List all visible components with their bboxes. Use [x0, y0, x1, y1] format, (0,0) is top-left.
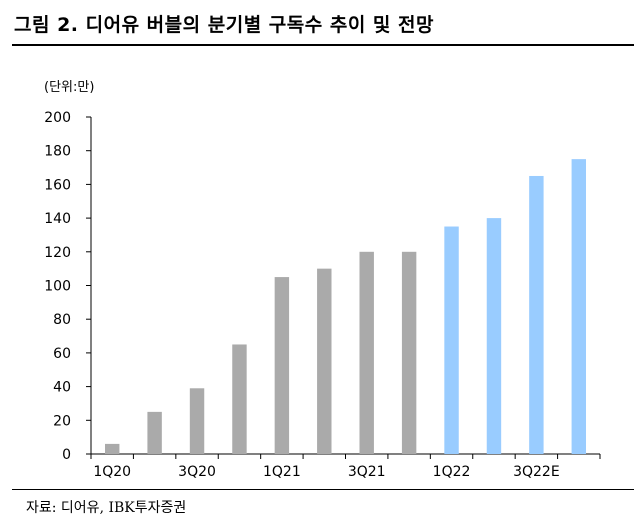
- y-tick-label: 0: [62, 447, 71, 463]
- x-tick-label: 1Q22: [433, 464, 471, 480]
- y-tick-label: 100: [44, 279, 71, 295]
- bottom-rule: [12, 489, 634, 490]
- unit-label: (단위:만): [44, 80, 95, 95]
- y-tick-label: 160: [44, 177, 71, 193]
- x-tick-label: 1Q21: [263, 464, 301, 480]
- y-tick-label: 20: [53, 413, 71, 429]
- x-tick-label: 1Q20: [93, 464, 131, 480]
- bar-3Q20: [189, 388, 205, 454]
- bar-3Q21: [359, 251, 374, 454]
- source-note: 자료: 디어유, IBK투자증권: [26, 500, 187, 516]
- x-tick-label: 3Q22E: [513, 464, 560, 480]
- y-tick-label: 180: [44, 144, 71, 160]
- x-axis: 1Q20 3Q20 1Q21 3Q21 1Q22 3Q22E: [90, 453, 601, 480]
- title-rule: [12, 44, 634, 46]
- bar-4Q21: [401, 251, 417, 454]
- y-tick-label: 60: [53, 346, 71, 362]
- bar-3Q22E: [529, 175, 544, 454]
- bar-2Q20: [147, 411, 162, 454]
- y-tick-label: 140: [44, 211, 71, 227]
- bars: [104, 159, 587, 454]
- figure-title: 그림 2. 디어유 버블의 분기별 구독수 추이 및 전망: [14, 14, 434, 36]
- y-tick-label: 120: [44, 245, 71, 261]
- bar-1Q20: [104, 443, 120, 454]
- y-tick-label: 80: [53, 312, 71, 328]
- y-tick-label: 40: [53, 380, 71, 396]
- bar-4Q20: [232, 344, 247, 454]
- bar-2Q21: [317, 268, 332, 454]
- x-tick-label: 3Q21: [348, 464, 386, 480]
- bar-2Q22: [486, 218, 502, 454]
- bar-1Q22: [444, 226, 459, 454]
- bar-1Q21: [274, 277, 290, 454]
- x-tick-label: 3Q20: [178, 464, 216, 480]
- y-tick-label: 200: [44, 110, 71, 126]
- bar-4Q22E: [571, 159, 587, 454]
- y-axis: 0 20 40 60 80 100 120 140 160 180 200: [44, 110, 92, 463]
